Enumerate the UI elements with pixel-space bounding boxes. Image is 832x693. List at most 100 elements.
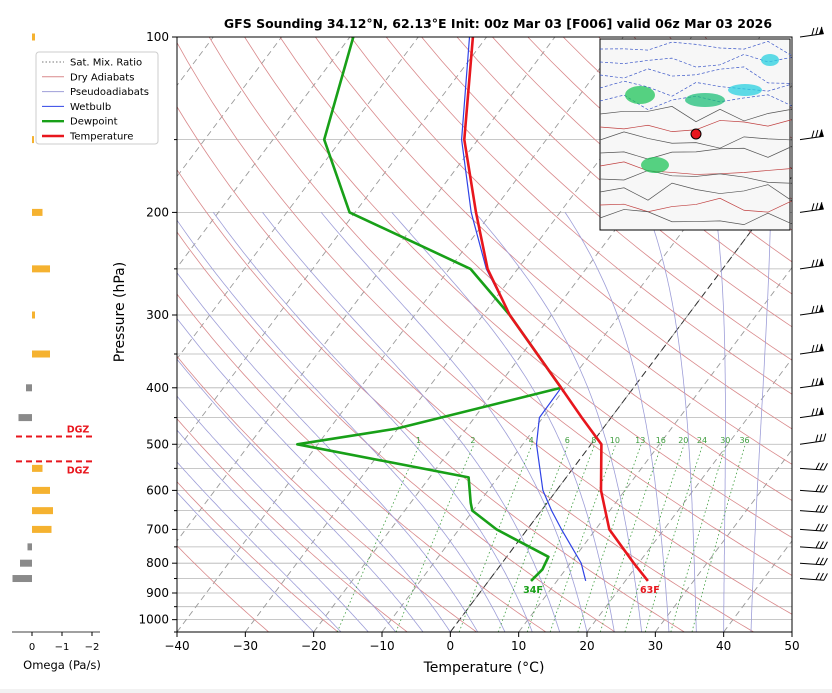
- wetbulb-line: [461, 37, 587, 582]
- wind-barb-feather: [823, 433, 827, 442]
- wind-barb-feather: [815, 540, 820, 549]
- wind-barb-feather: [823, 573, 828, 581]
- legend-label: Dry Adiabats: [70, 72, 134, 83]
- omega-tick-label: −1: [55, 642, 70, 653]
- x-axis-label: Temperature (°C): [423, 660, 545, 676]
- omega-bar: [32, 525, 52, 533]
- wind-barb-feather: [811, 378, 815, 387]
- pseudoadiabat: [320, 212, 588, 632]
- dry-adiabat: [177, 169, 685, 632]
- omega-axis-label: Omega (Pa/s): [23, 658, 101, 672]
- wind-barb-feather: [819, 129, 823, 137]
- wind-barb-feather: [811, 408, 815, 417]
- wind-barb: [799, 202, 824, 213]
- mixing-ratio-line: [644, 444, 704, 632]
- isotherm: [177, 37, 419, 360]
- y-tick-label: 700: [146, 522, 169, 536]
- legend-box: [35, 51, 159, 145]
- wind-barb-feather: [819, 26, 823, 35]
- isotherm: [313, 37, 761, 632]
- dry-adiabat: [177, 545, 269, 632]
- wind-barb-feather: [823, 557, 828, 566]
- wind-barb-shaft: [799, 578, 824, 581]
- pseudoadiabat: [750, 212, 771, 632]
- mixing-ratio-line: [395, 444, 475, 632]
- legend-label: Sat. Mix. Ratio: [70, 58, 142, 69]
- mixing-ratio-line: [497, 444, 569, 632]
- temperature-line: [462, 37, 649, 582]
- y-tick-label: 300: [146, 308, 169, 322]
- mixing-ratio-label: 10: [610, 436, 620, 445]
- omega-bar: [32, 208, 43, 216]
- mixing-ratio-label: 6: [565, 436, 570, 445]
- x-tick-label: 0: [447, 639, 455, 653]
- inset-contour: [599, 209, 793, 226]
- dry-adiabat: [177, 41, 792, 615]
- x-tick-label: −40: [164, 639, 189, 653]
- wind-barb-feather: [819, 377, 823, 386]
- y-axis-label: Pressure (hPa): [112, 262, 128, 362]
- dry-adiabat: [177, 106, 754, 632]
- wind-barb: [799, 26, 824, 38]
- mixing-ratio-label: 13: [635, 436, 645, 445]
- wind-barb-feather: [819, 523, 824, 532]
- legend-label: Wetbulb: [70, 102, 111, 113]
- omega-bar: [20, 559, 32, 567]
- wind-barb-feather: [811, 27, 815, 36]
- mixing-ratio-line: [670, 444, 727, 632]
- mixing-ratio-line: [599, 444, 663, 632]
- omega-bar: [32, 507, 53, 515]
- wind-barb-feather: [819, 304, 823, 313]
- wind-barb-feather: [819, 407, 823, 415]
- pseudoadiabat: [647, 212, 697, 632]
- wind-barb-feather: [811, 344, 815, 353]
- omega-bar: [32, 350, 50, 358]
- wind-barb: [799, 462, 828, 471]
- legend-label: Pseudoadiabats: [70, 87, 149, 98]
- wind-barb-feather: [815, 572, 820, 580]
- inset-contour: [599, 41, 793, 57]
- y-tick-label: 900: [146, 586, 169, 600]
- legend-label: Temperature: [69, 132, 133, 143]
- wind-barb-feather: [815, 202, 819, 211]
- wind-barb-feather: [819, 557, 824, 565]
- x-tick-label: 30: [648, 639, 663, 653]
- isotherm-zero: [449, 175, 792, 632]
- y-tick-label: 400: [146, 381, 169, 395]
- wind-barb: [799, 433, 827, 445]
- wind-barb-feather: [815, 305, 819, 313]
- wind-barb-feather: [815, 344, 819, 352]
- wind-barb: [799, 129, 824, 141]
- wind-barb-feather: [819, 484, 824, 493]
- wind-barb: [799, 258, 824, 270]
- wind-barb-shaft: [799, 562, 824, 566]
- inset-contour: [599, 106, 793, 123]
- x-tick-label: −20: [301, 639, 326, 653]
- mixing-ratio-line: [458, 444, 533, 632]
- y-tick-label: 1000: [138, 613, 169, 627]
- wind-barb-feather: [823, 505, 828, 513]
- omega-bar: [12, 575, 32, 583]
- inset-precip: [685, 93, 725, 107]
- dry-adiabat: [177, 231, 616, 632]
- y-tick-label: 200: [146, 205, 169, 219]
- mixing-ratio-line: [336, 444, 421, 632]
- dry-adiabat: [456, 37, 792, 328]
- dgz-label: DGZ: [67, 425, 90, 436]
- wind-barb-feather: [823, 463, 828, 471]
- pseudoadiabat: [177, 461, 342, 632]
- wind-barb-feather: [819, 505, 824, 513]
- wind-barb-feather: [811, 203, 815, 211]
- x-tick-label: −10: [369, 639, 394, 653]
- isotherm: [518, 266, 792, 632]
- inset-map: [599, 38, 793, 231]
- inset-contour: [599, 146, 793, 160]
- isotherm: [177, 37, 556, 542]
- omega-bar: [32, 33, 35, 41]
- wind-barb-feather: [823, 541, 828, 549]
- dry-adiabat: [421, 37, 792, 361]
- wind-barb-feather: [819, 462, 824, 470]
- mixing-ratio-label: 2: [470, 436, 475, 445]
